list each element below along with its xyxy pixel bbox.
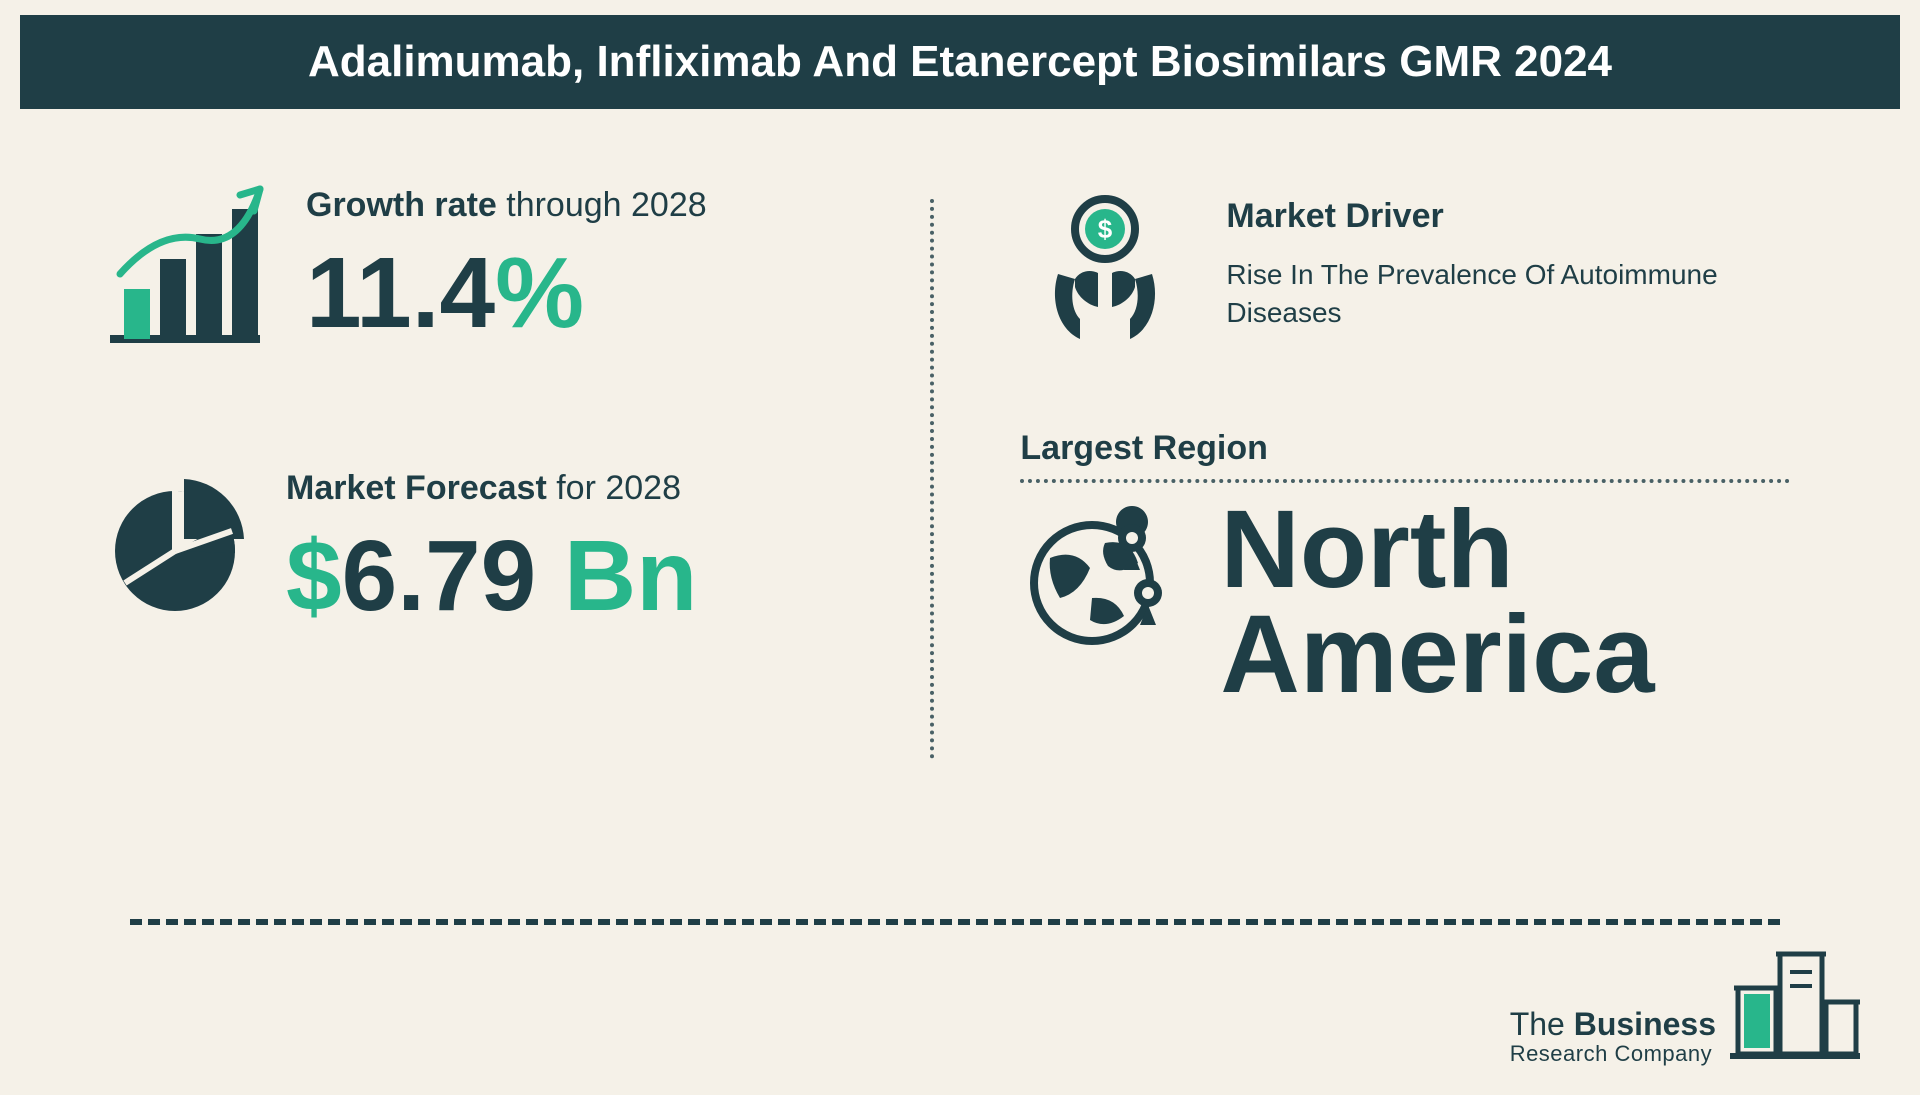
- largest-region-line1: North: [1220, 498, 1654, 603]
- buildings-icon: [1730, 942, 1860, 1067]
- market-driver-text: Rise In The Prevalence Of Autoimmune Dis…: [1226, 256, 1746, 332]
- page-title: Adalimumab, Infliximab And Etanercept Bi…: [308, 37, 1612, 86]
- market-forecast-currency: $: [286, 520, 342, 632]
- right-column: $ Market Driver Rise In The Prevalence O…: [930, 179, 1830, 929]
- pie-chart-icon: [100, 473, 250, 623]
- market-forecast-text: Market Forecast for 2028 $6.79 Bn: [286, 469, 697, 626]
- market-forecast-label: Market Forecast for 2028: [286, 469, 697, 508]
- svg-text:$: $: [1098, 214, 1113, 244]
- content-grid: Growth rate through 2028 11.4%: [0, 109, 1920, 929]
- largest-region-line2: America: [1220, 603, 1654, 708]
- growth-rate-unit: %: [495, 237, 584, 349]
- market-driver-block: $ Market Driver Rise In The Prevalence O…: [1020, 179, 1830, 349]
- logo-text-line1a: The: [1510, 1006, 1574, 1042]
- market-forecast-unit: Bn: [536, 520, 697, 632]
- growth-rate-label-rest: through 2028: [497, 186, 707, 224]
- header-bar: Adalimumab, Infliximab And Etanercept Bi…: [20, 15, 1900, 109]
- market-forecast-block: Market Forecast for 2028 $6.79 Bn: [100, 469, 890, 626]
- logo-text-line1b: Business: [1574, 1006, 1716, 1042]
- growth-rate-block: Growth rate through 2028 11.4%: [100, 179, 890, 349]
- market-driver-text-wrap: Market Driver Rise In The Prevalence Of …: [1226, 197, 1746, 332]
- largest-region-block: Largest Region: [1020, 429, 1830, 707]
- market-forecast-number: 6.79: [342, 520, 537, 632]
- market-forecast-value: $6.79 Bn: [286, 526, 697, 626]
- market-forecast-label-rest: for 2028: [547, 469, 681, 507]
- market-driver-heading: Market Driver: [1226, 197, 1746, 236]
- hands-coin-icon: $: [1020, 179, 1190, 349]
- bottom-divider: [130, 919, 1780, 925]
- growth-chart-icon: [100, 179, 270, 349]
- market-forecast-label-bold: Market Forecast: [286, 469, 547, 507]
- growth-rate-value: 11.4%: [306, 243, 707, 343]
- left-column: Growth rate through 2028 11.4%: [100, 179, 930, 929]
- vertical-divider: [930, 199, 934, 759]
- growth-rate-label: Growth rate through 2028: [306, 186, 707, 225]
- horizontal-divider: [1020, 479, 1790, 483]
- globe-pins-icon: [1020, 498, 1180, 658]
- growth-rate-label-bold: Growth rate: [306, 186, 497, 224]
- largest-region-row: North America: [1020, 498, 1830, 707]
- company-logo: The Business Research Company: [1510, 942, 1860, 1067]
- logo-text-line2: Research Company: [1510, 1041, 1716, 1067]
- company-logo-text: The Business Research Company: [1510, 1006, 1716, 1067]
- growth-rate-text: Growth rate through 2028 11.4%: [306, 186, 707, 343]
- largest-region-heading: Largest Region: [1020, 429, 1830, 468]
- largest-region-value: North America: [1220, 498, 1654, 707]
- growth-rate-number: 11.4: [306, 237, 495, 349]
